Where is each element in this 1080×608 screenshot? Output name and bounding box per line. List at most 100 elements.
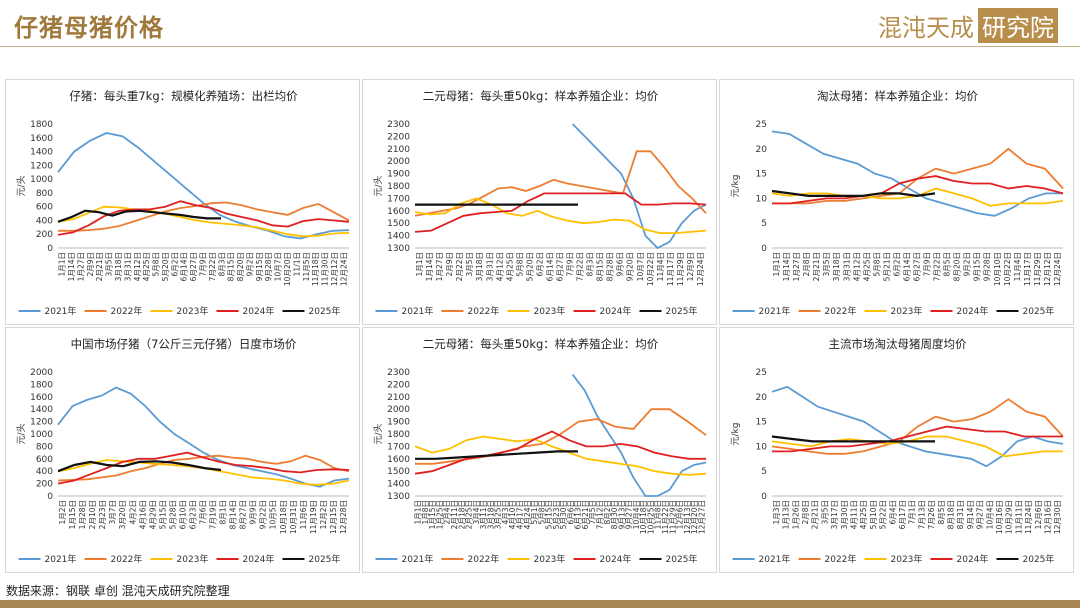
x-tick-label: 6月6日 xyxy=(566,500,575,525)
legend-label: 2025年 xyxy=(666,553,698,565)
x-tick-label: 7月9日 xyxy=(923,252,932,277)
chart-svg: 二元母猪：每头重50kg：样本养殖企业：均价元/头 1300 1400 1500 160… xyxy=(373,89,707,317)
y-tick-label: 1500 xyxy=(387,219,410,229)
legend-label: 2024年 xyxy=(957,553,989,565)
series-line-2025年 xyxy=(57,209,221,223)
x-tick-label: 3月4日 xyxy=(472,500,481,525)
x-tick-label: 7月22日 xyxy=(933,252,942,281)
series-line-2021年 xyxy=(571,373,707,497)
x-tick-label: 8月20日 xyxy=(953,252,962,281)
series-line-2023年 xyxy=(414,197,707,234)
series-line-2024年 xyxy=(414,192,707,233)
legend-label: 2024年 xyxy=(957,305,989,317)
x-tick-label: 3月5日 xyxy=(820,500,829,525)
x-tick-label: 7月9日 xyxy=(566,252,575,277)
y-tick-label: 600 xyxy=(36,455,53,465)
x-tick-label: 8月14日 xyxy=(229,500,238,529)
x-tick-label: 10月22日 xyxy=(646,252,655,286)
x-tick-label: 6月2日 xyxy=(892,252,901,277)
legend-label: 2024年 xyxy=(600,553,632,565)
x-tick-label: 6月2日 xyxy=(170,252,179,277)
y-tick-label: 1300 xyxy=(387,492,410,502)
series-line-2024年 xyxy=(772,425,1063,453)
x-tick-label: 10月18日 xyxy=(279,500,288,534)
x-tick-label: 1月27日 xyxy=(76,252,85,281)
x-tick-label: 6月4日 xyxy=(888,500,897,525)
y-tick-label: 1200 xyxy=(30,418,53,428)
legend-label: 2023年 xyxy=(177,553,209,565)
legend-label: 2023年 xyxy=(891,553,923,565)
y-tick-label: 0 xyxy=(761,244,767,254)
y-tick-label: 10 xyxy=(756,442,768,452)
x-tick-label: 10月7日 xyxy=(274,252,283,281)
x-tick-label: 12月30日 xyxy=(1053,500,1062,534)
x-tick-label: 9月6日 xyxy=(616,252,625,277)
x-tick-label: 11月5日 xyxy=(302,252,311,281)
footer-bar xyxy=(0,600,1080,608)
x-tick-label: 9月20日 xyxy=(626,252,635,281)
x-tick-label: 7月6日 xyxy=(199,500,208,525)
x-tick-label: 4月25日 xyxy=(505,252,514,281)
x-tick-label: 7月13日 xyxy=(917,500,926,529)
x-tick-label: 11月17日 xyxy=(666,252,675,286)
x-tick-label: 11月19日 xyxy=(309,500,318,534)
y-axis-label: 元/头 xyxy=(16,423,27,444)
x-tick-label: 6月10日 xyxy=(178,500,187,529)
x-tick-label: 3月18日 xyxy=(832,252,841,281)
legend-label: 2022年 xyxy=(468,305,500,317)
brand-boxed-text: 研究院 xyxy=(978,8,1058,43)
legend-label: 2023年 xyxy=(891,305,923,317)
data-source-note: 数据来源：钢联 卓创 混沌天成研究院整理 xyxy=(6,584,230,598)
y-tick-label: 15 xyxy=(756,418,767,428)
legend-label: 2022年 xyxy=(468,553,500,565)
x-tick-label: 5月20日 xyxy=(161,252,170,281)
x-tick-label: 10月25日 xyxy=(646,500,655,534)
x-tick-label: 11月6日 xyxy=(299,500,308,529)
x-tick-label: 6月27日 xyxy=(556,252,565,281)
header-divider xyxy=(0,46,1080,47)
legend-label: 2025年 xyxy=(309,553,341,565)
x-tick-label: 7月26日 xyxy=(927,500,936,529)
x-tick-label: 5月10日 xyxy=(869,500,878,529)
y-axis-label: 元/头 xyxy=(16,175,27,196)
chart-title: 二元母猪：每头重50kg：样本养殖企业：均价 xyxy=(423,89,659,103)
x-tick-label: 8月30日 xyxy=(610,500,619,529)
x-tick-label: 1月14日 xyxy=(425,252,434,281)
legend-label: 2024年 xyxy=(600,305,632,317)
legend-label: 2024年 xyxy=(243,305,275,317)
x-tick-label: 5月15日 xyxy=(158,500,167,529)
y-tick-label: 1300 xyxy=(387,244,410,254)
y-tick-label: 2300 xyxy=(387,120,410,130)
chart-panel-5: 二元母猪：每头重50kg：样本养殖企业：均价 元/头 1300 1400 1500 160… xyxy=(362,327,717,573)
x-tick-label: 8月5日 xyxy=(943,252,952,277)
series-line-2023年 xyxy=(771,435,1063,458)
x-tick-label: 10月10日 xyxy=(993,252,1002,286)
x-tick-label: 3月31日 xyxy=(123,252,132,281)
x-tick-label: 9月28日 xyxy=(264,252,273,281)
x-tick-label: 5月8日 xyxy=(515,252,524,277)
x-tick-label: 9月28日 xyxy=(983,252,992,281)
y-tick-label: 1600 xyxy=(30,134,53,144)
series-line-2025年 xyxy=(415,450,578,460)
x-tick-label: 9月14日 xyxy=(966,500,975,529)
legend-label: 2025年 xyxy=(1023,553,1055,565)
x-tick-label: 8月28日 xyxy=(606,252,615,281)
legend-label: 2021年 xyxy=(45,305,77,317)
x-tick-label: 5月28日 xyxy=(168,500,177,529)
y-tick-label: 2000 xyxy=(387,405,410,415)
x-tick-label: 12月13日 xyxy=(683,500,692,534)
x-tick-label: 6月27日 xyxy=(913,252,922,281)
x-tick-label: 2月11日 xyxy=(450,500,459,529)
y-axis-label: 元/kg xyxy=(731,423,741,446)
x-tick-label: 1月1日 xyxy=(58,252,67,277)
x-tick-label: 6月21日 xyxy=(581,500,590,529)
y-tick-label: 1400 xyxy=(387,480,410,490)
x-tick-label: 1月2日 xyxy=(58,500,67,525)
y-tick-label: 0 xyxy=(47,492,53,502)
x-tick-label: 6月14日 xyxy=(180,252,189,281)
legend-label: 2021年 xyxy=(402,553,434,565)
x-tick-label: 12月27日 xyxy=(697,500,706,534)
y-tick-label: 1900 xyxy=(387,170,410,180)
x-tick-label: 6月17日 xyxy=(898,500,907,529)
